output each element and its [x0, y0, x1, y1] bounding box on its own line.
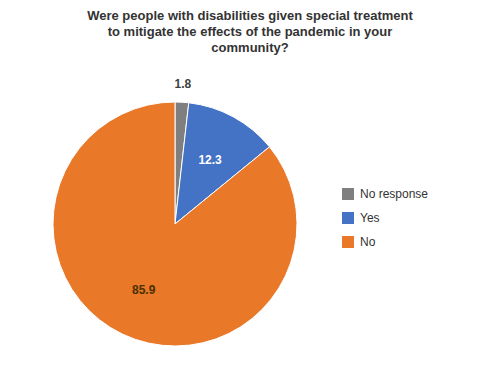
legend-label: No — [360, 235, 376, 249]
legend-swatch — [342, 236, 354, 248]
data-label: 1.8 — [175, 77, 192, 91]
legend-item: No response — [342, 187, 428, 201]
chart: Were people with disabilities given spec… — [0, 0, 500, 391]
title: Were people with disabilities given spec… — [87, 8, 413, 55]
data-label: 85.9 — [132, 283, 156, 297]
legend-swatch — [342, 188, 354, 200]
data-label: 12.3 — [198, 153, 222, 167]
legend-label: Yes — [360, 211, 380, 225]
legend-label: No response — [360, 187, 428, 201]
data-labels: 1.8 12.3 85.9 — [132, 77, 222, 297]
legend-item: No — [342, 235, 376, 249]
slice — [53, 102, 297, 346]
legend-item: Yes — [342, 211, 380, 225]
legend: No response Yes No — [342, 187, 428, 249]
pie — [53, 102, 297, 346]
legend-swatch — [342, 212, 354, 224]
